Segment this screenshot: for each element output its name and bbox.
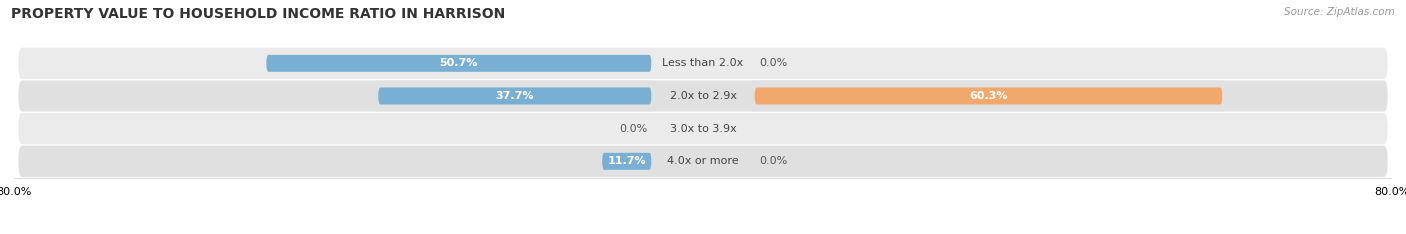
Text: 0.0%: 0.0%	[619, 124, 647, 134]
Text: Less than 2.0x: Less than 2.0x	[662, 58, 744, 68]
FancyBboxPatch shape	[18, 80, 1388, 112]
Text: 60.3%: 60.3%	[969, 91, 1008, 101]
FancyBboxPatch shape	[602, 153, 651, 170]
FancyBboxPatch shape	[266, 55, 651, 72]
Text: Source: ZipAtlas.com: Source: ZipAtlas.com	[1284, 7, 1395, 17]
Text: 2.0x to 2.9x: 2.0x to 2.9x	[669, 91, 737, 101]
Text: PROPERTY VALUE TO HOUSEHOLD INCOME RATIO IN HARRISON: PROPERTY VALUE TO HOUSEHOLD INCOME RATIO…	[11, 7, 506, 21]
Text: 4.0x or more: 4.0x or more	[668, 156, 738, 166]
FancyBboxPatch shape	[755, 88, 1222, 105]
Text: 37.7%: 37.7%	[495, 91, 534, 101]
Text: 3.0x to 3.9x: 3.0x to 3.9x	[669, 124, 737, 134]
Text: 50.7%: 50.7%	[440, 58, 478, 68]
Text: 11.7%: 11.7%	[607, 156, 647, 166]
FancyBboxPatch shape	[18, 113, 1388, 144]
FancyBboxPatch shape	[378, 88, 651, 105]
FancyBboxPatch shape	[18, 146, 1388, 177]
Text: 0.0%: 0.0%	[759, 156, 787, 166]
FancyBboxPatch shape	[18, 48, 1388, 79]
Text: 0.0%: 0.0%	[759, 58, 787, 68]
